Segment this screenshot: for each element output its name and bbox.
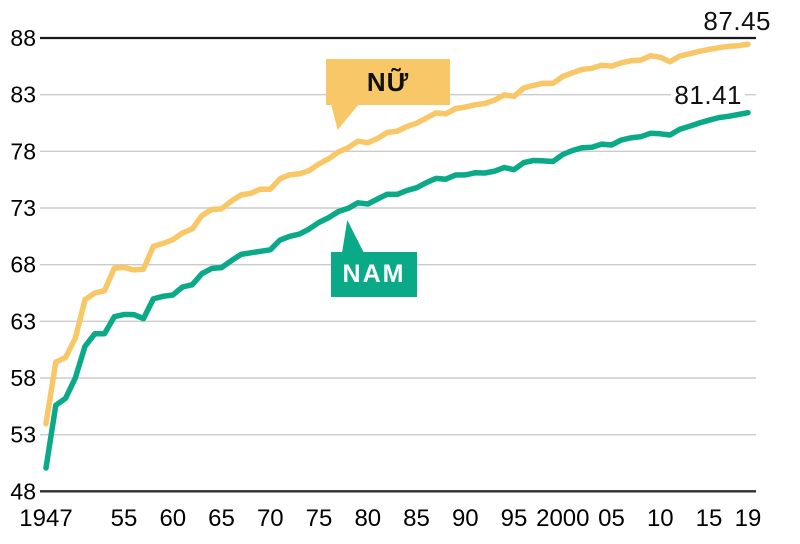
x-tick-label-95: 95 [501,505,528,532]
female-end-value: 87.45 [703,6,771,36]
female-series-callout: NỮ [326,59,450,130]
y-tick-label-53: 53 [10,422,36,448]
x-tick-label-70: 70 [257,505,284,532]
x-tick-label-19: 19 [735,505,762,532]
x-tick-label-15: 15 [696,505,723,532]
male-end-value: 81.41 [671,82,745,108]
y-tick-label-68: 68 [10,252,36,278]
x-tick-label-75: 75 [306,505,333,532]
y-tick-label-73: 73 [10,195,36,221]
y-tick-label-88: 88 [10,25,36,51]
female-line [43,41,751,427]
x-tick-label-85: 85 [403,505,430,532]
male-series-label: NAM [342,260,406,288]
x-tick-label-65: 65 [208,505,235,532]
y-tick-label-58: 58 [10,365,36,391]
female-series-label: NỮ [366,66,410,97]
x-tick-label-05: 05 [598,505,625,532]
x-tick-label-60: 60 [159,505,186,532]
y-tick-label-78: 78 [10,138,36,164]
y-tick-label-48: 48 [10,478,36,504]
male-line [43,109,751,471]
x-tick-label-90: 90 [452,505,479,532]
male-series-callout: NAM [331,220,417,297]
x-tick-label-2000: 2000 [536,505,589,532]
x-tick-label-55: 55 [111,505,138,532]
y-tick-label-83: 83 [10,82,36,108]
x-tick-label-10: 10 [647,505,674,532]
x-tick-label-80: 80 [354,505,381,532]
x-tick-label-1947: 1947 [19,505,72,532]
y-tick-label-63: 63 [10,308,36,334]
